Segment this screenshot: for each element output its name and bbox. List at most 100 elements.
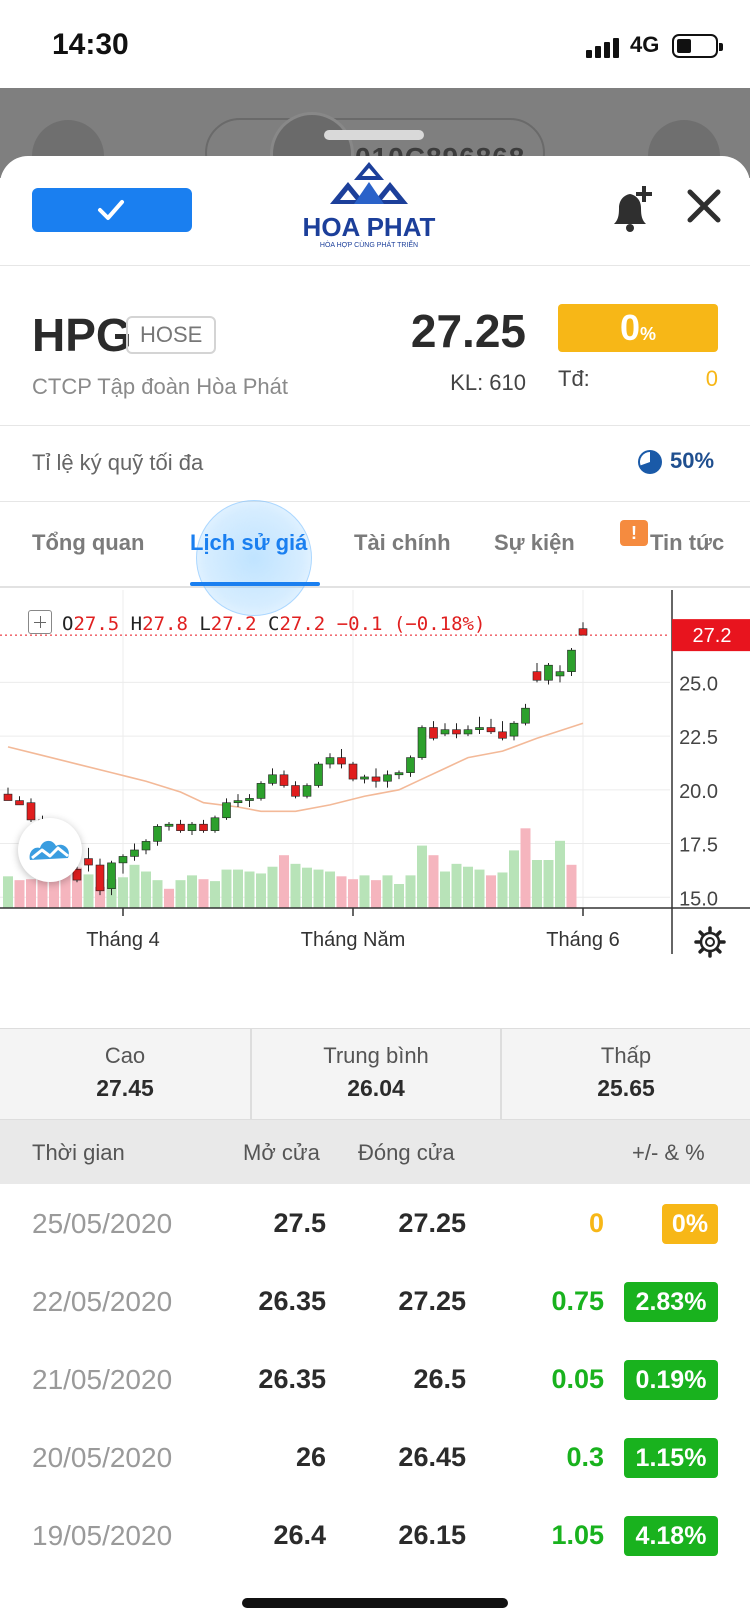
ohlc-close: 27.2 bbox=[279, 613, 326, 635]
sheet-drag-handle[interactable] bbox=[324, 130, 424, 140]
volume-bar bbox=[279, 855, 289, 908]
volume-bar bbox=[417, 845, 427, 908]
table-row[interactable]: 19/05/2020 26.4 26.15 1.05 4.18% bbox=[0, 1496, 750, 1574]
volume-bar bbox=[267, 866, 278, 908]
candle-body bbox=[176, 823, 185, 831]
y-tick-label: 25.0 bbox=[679, 673, 718, 695]
volume-bar bbox=[566, 864, 577, 908]
candle-body bbox=[383, 774, 392, 782]
status-time: 14:30 bbox=[52, 28, 129, 61]
candle-body bbox=[222, 802, 231, 819]
tab-financials[interactable]: Tài chính bbox=[354, 530, 451, 555]
row-change: 0 bbox=[588, 1208, 604, 1238]
network-type: 4G bbox=[630, 32, 660, 57]
candle-body bbox=[417, 727, 427, 758]
candle-body bbox=[187, 823, 197, 831]
confirm-button[interactable] bbox=[32, 188, 192, 232]
y-tick-label: 22.5 bbox=[679, 727, 718, 749]
y-tick-label: 15.0 bbox=[679, 888, 718, 910]
price-chart-area[interactable]: 25.0 22.5 20.0 17.5 15.0 Tháng 4 Tháng Năm Thán… bbox=[0, 590, 750, 1002]
stat-high-label: Cao bbox=[104, 1043, 146, 1068]
add-alert-button[interactable] bbox=[606, 182, 660, 236]
td-label: Tđ: bbox=[558, 366, 590, 391]
volume-bar bbox=[60, 874, 71, 908]
table-row[interactable]: 22/05/2020 26.35 27.25 0.75 2.83% bbox=[0, 1262, 750, 1340]
volume-bar bbox=[532, 860, 542, 908]
y-tick-label: 17.5 bbox=[679, 835, 718, 857]
volume-bar bbox=[3, 876, 13, 908]
crosshair-toggle-icon[interactable] bbox=[28, 610, 52, 634]
table-row[interactable]: 20/05/2020 26 26.45 0.3 1.15% bbox=[0, 1418, 750, 1496]
candle-body bbox=[130, 849, 139, 857]
active-tab-indicator bbox=[190, 582, 320, 586]
home-indicator[interactable] bbox=[242, 1598, 508, 1608]
row-change: 0.3 bbox=[566, 1442, 604, 1472]
volume-bar bbox=[210, 881, 220, 908]
stat-low: Thấp 25.65 bbox=[500, 1029, 750, 1121]
header-time: Thời gian bbox=[32, 1140, 125, 1165]
volume-bar bbox=[72, 867, 82, 908]
candle-body bbox=[268, 774, 277, 784]
row-close: 26.15 bbox=[398, 1520, 466, 1550]
chart-type-button[interactable] bbox=[18, 818, 82, 882]
candle-body bbox=[521, 707, 530, 724]
ohlc-low: 27.2 bbox=[210, 613, 257, 635]
volume-bar bbox=[336, 876, 347, 908]
change-percent-unit: % bbox=[640, 324, 657, 344]
table-row[interactable]: 21/05/2020 26.35 26.5 0.05 0.19% bbox=[0, 1340, 750, 1418]
x-tick-label: Tháng 6 bbox=[546, 929, 619, 951]
tap-highlight bbox=[196, 500, 312, 616]
candle-body bbox=[95, 864, 105, 892]
volume-bar bbox=[325, 871, 335, 908]
row-change: 1.05 bbox=[551, 1520, 604, 1550]
ohlc-change: −0.1 (−0.18%) bbox=[336, 613, 486, 635]
candle-body bbox=[348, 763, 358, 780]
candle-body bbox=[498, 731, 507, 739]
ohlc-high-label: H bbox=[130, 613, 143, 635]
price-stats: Cao 27.45 Trung bình 26.04 Thấp 25.65 bbox=[0, 1028, 750, 1121]
ohlc-open-label: O bbox=[62, 613, 74, 635]
volume-bar bbox=[302, 867, 312, 908]
row-open: 26.35 bbox=[258, 1286, 326, 1316]
ohlc-high: 27.8 bbox=[142, 613, 188, 635]
volume-bar bbox=[313, 869, 324, 908]
volume-bar bbox=[129, 864, 140, 908]
signal-icon bbox=[586, 36, 620, 58]
stock-symbol: HPG bbox=[32, 309, 132, 361]
volume-bar bbox=[543, 860, 554, 908]
candle-body bbox=[302, 785, 312, 797]
volume-bar bbox=[451, 863, 462, 908]
volume-bar bbox=[509, 850, 519, 908]
close-button[interactable] bbox=[684, 186, 724, 226]
tab-overview[interactable]: Tổng quan bbox=[32, 530, 145, 555]
last-price-tag bbox=[672, 619, 750, 652]
logo-wordmark: HOA PHAT bbox=[302, 212, 436, 242]
ohlc-low-label: L bbox=[199, 613, 211, 635]
volume-bar bbox=[555, 840, 565, 908]
volume-bar bbox=[244, 871, 255, 908]
table-row[interactable]: 25/05/2020 27.5 27.25 0 0% bbox=[0, 1184, 750, 1262]
candle-body bbox=[463, 729, 473, 735]
stock-volume: KL: 610 bbox=[450, 370, 526, 395]
change-percent-badge: 0% bbox=[558, 304, 718, 352]
tab-bar: Tổng quan Lịch sử giá Tài chính Sự kiện … bbox=[0, 500, 750, 616]
check-icon bbox=[98, 200, 124, 220]
sheet-toolbar: HOA PHAT HÒA HỢP CÙNG PHÁT TRIỂN bbox=[0, 156, 750, 266]
candlestick-chart[interactable]: 25.0 22.5 20.0 17.5 15.0 Tháng 4 Tháng Năm Thán… bbox=[0, 590, 750, 1002]
bell-plus-icon bbox=[614, 186, 652, 232]
logo-slogan: HÒA HỢP CÙNG PHÁT TRIỂN bbox=[319, 242, 419, 249]
candle-body bbox=[509, 722, 519, 737]
tab-events[interactable]: Sự kiện bbox=[494, 530, 575, 555]
chart-settings-icon[interactable] bbox=[694, 926, 726, 958]
news-alert-icon: ! bbox=[620, 520, 648, 546]
row-close: 27.25 bbox=[398, 1208, 466, 1238]
volume-bar bbox=[141, 871, 151, 908]
row-date: 22/05/2020 bbox=[32, 1286, 173, 1317]
tab-news[interactable]: Tin tức bbox=[650, 530, 725, 555]
volume-bar bbox=[520, 828, 531, 908]
history-table-body: 25/05/2020 27.5 27.25 0 0% 22/05/2020 26.35 27.… bbox=[0, 1184, 750, 1574]
status-bar: 14:30 4G bbox=[0, 0, 750, 88]
candle-body bbox=[118, 856, 128, 864]
stat-average-label: Trung bình bbox=[323, 1043, 429, 1068]
tab-price-history[interactable]: Lịch sử giá bbox=[190, 530, 308, 555]
